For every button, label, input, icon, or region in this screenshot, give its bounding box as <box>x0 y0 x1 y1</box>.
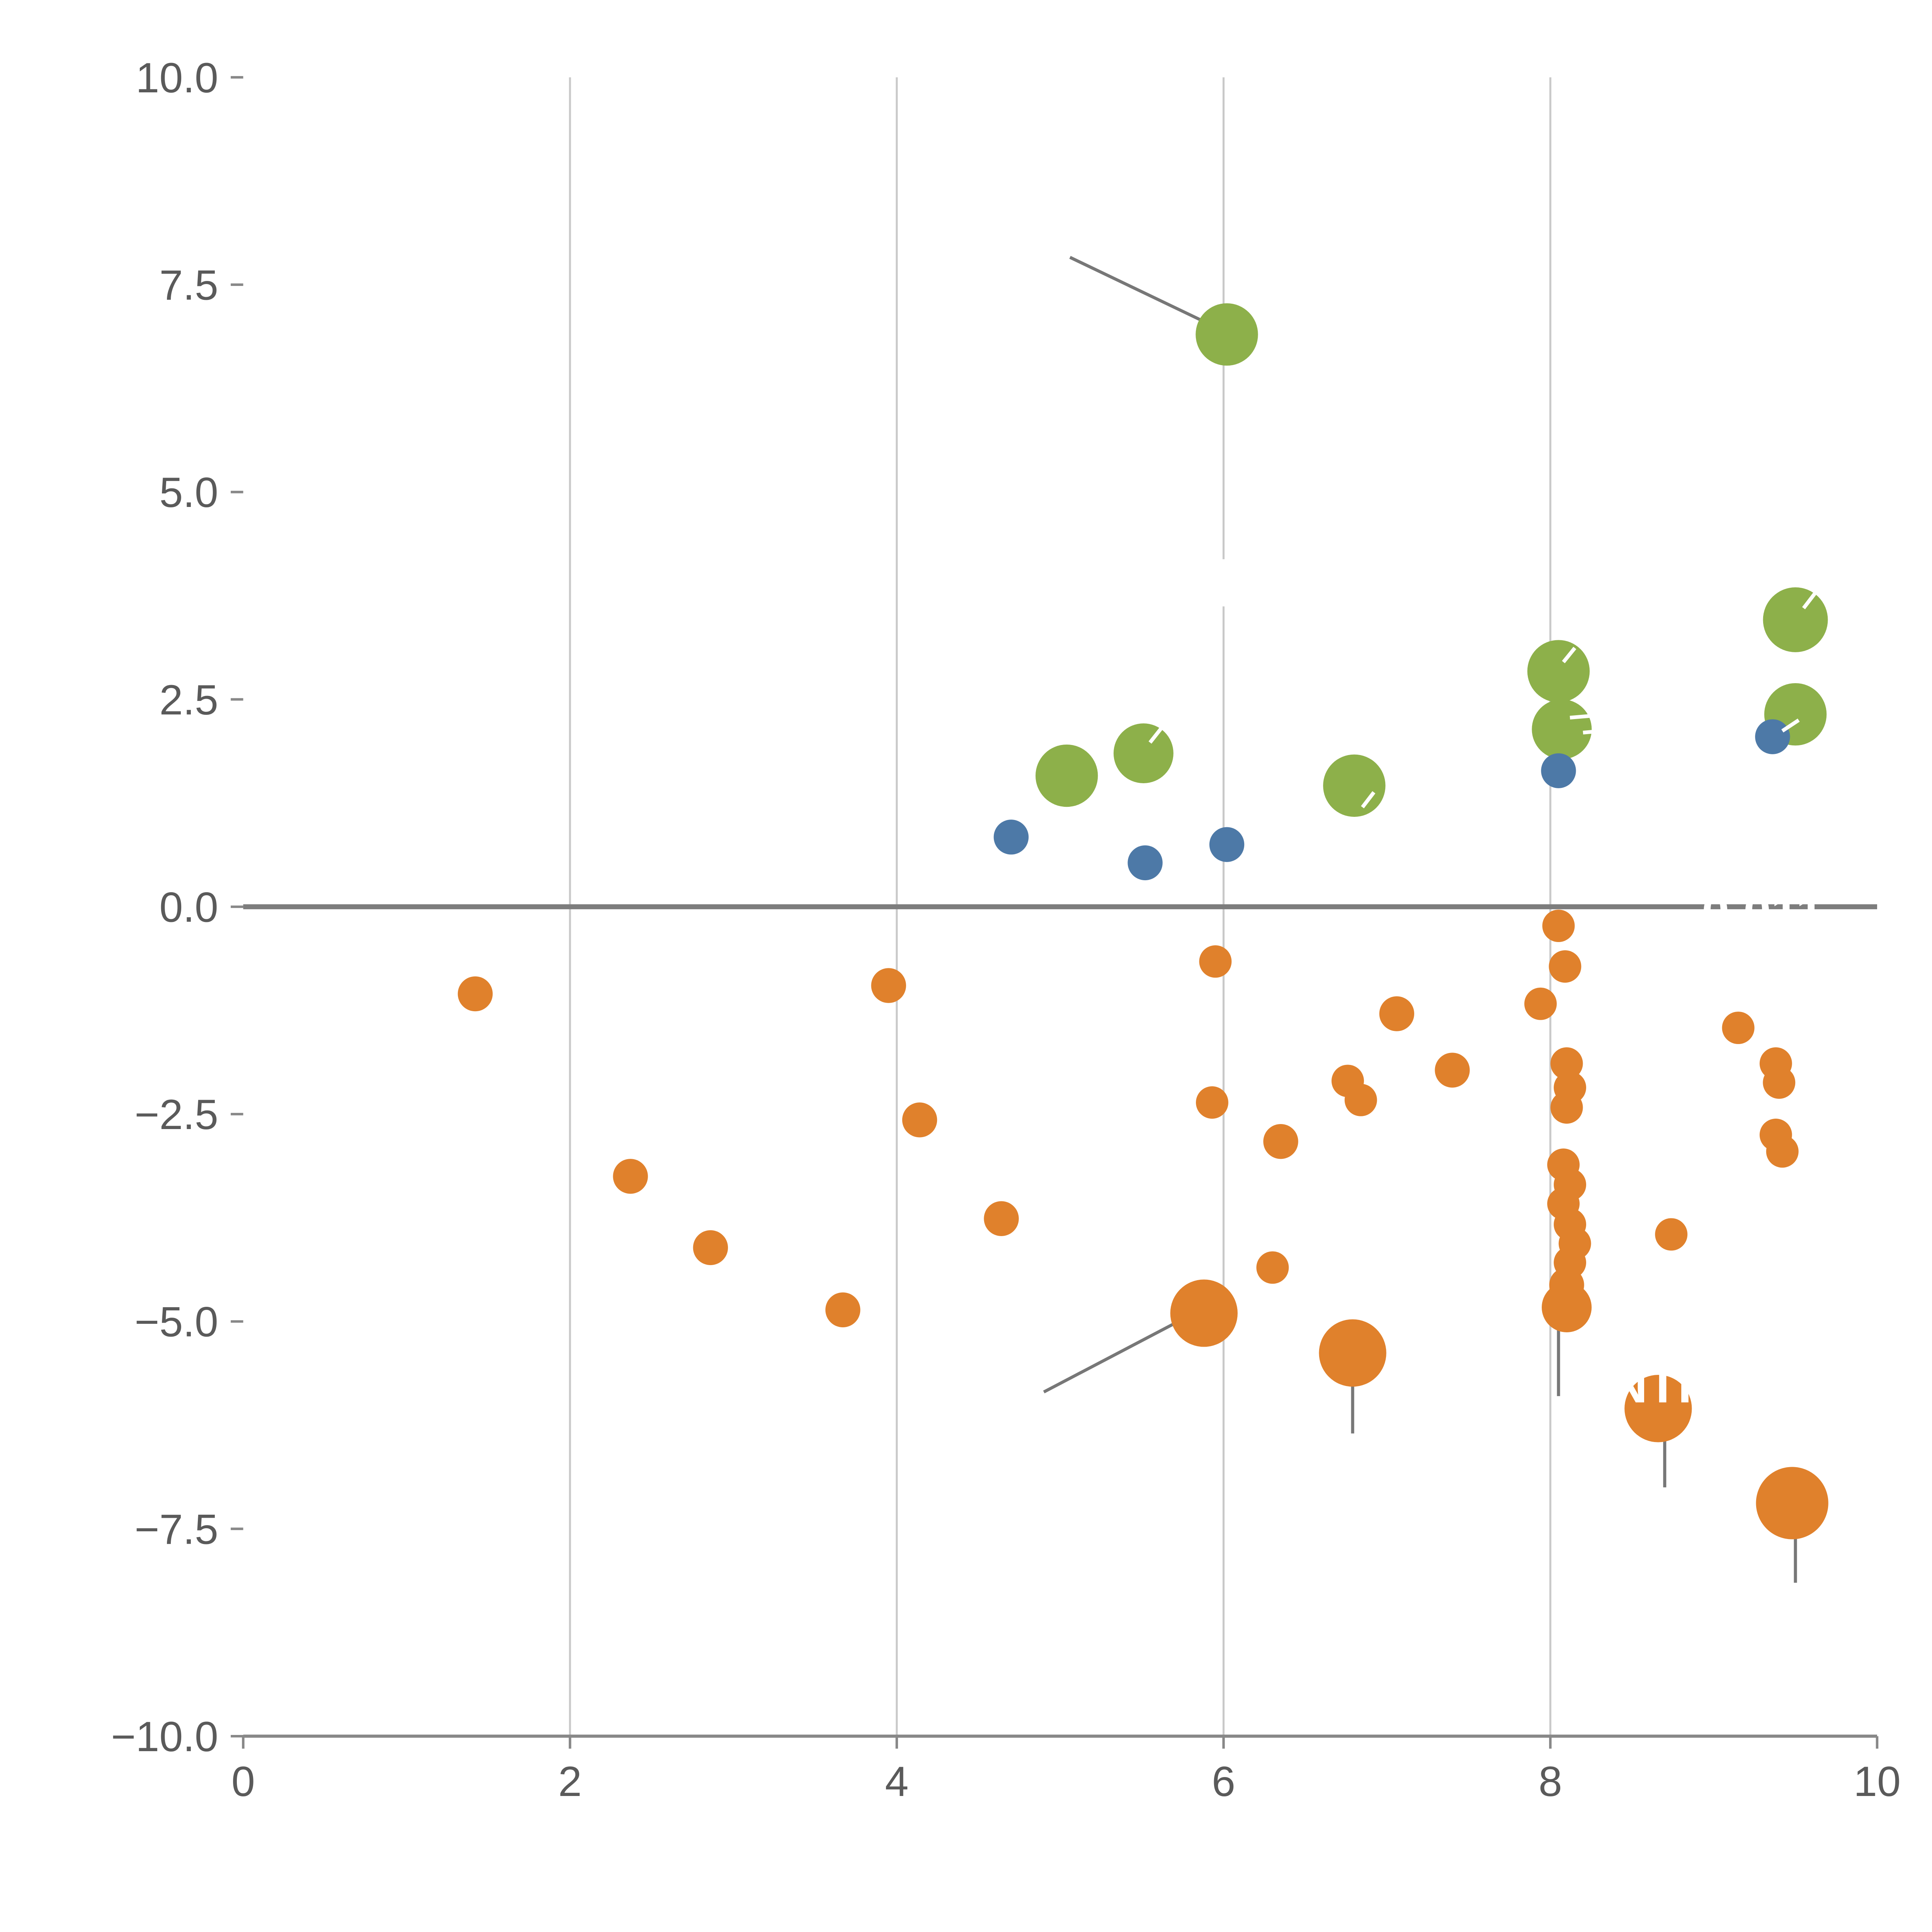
bubble-orange <box>1655 1218 1688 1251</box>
bubble-green <box>1763 587 1828 652</box>
bubble-orange <box>1550 1091 1583 1124</box>
bubble-orange <box>1524 987 1557 1020</box>
leader-line <box>1043 1311 1195 1393</box>
x-tick-label: 2 <box>558 1758 582 1805</box>
bubble-green <box>1113 723 1173 784</box>
bubble-green <box>1196 303 1258 366</box>
y-tick-label: −5.0 <box>134 1299 218 1346</box>
bubble-orange <box>1550 1047 1583 1080</box>
bubble-tick-mark <box>1562 646 1577 663</box>
bubble-orange <box>1170 1279 1238 1347</box>
bubble-orange <box>1542 910 1575 942</box>
annotation-label: 0.011 <box>1702 885 1824 940</box>
bubble-orange <box>1196 1086 1228 1119</box>
bubble-tick-mark <box>1370 815 1388 822</box>
bubble-tick-mark <box>1781 718 1800 733</box>
x-tick-label: 4 <box>885 1758 908 1805</box>
bubble-orange <box>1256 1251 1289 1284</box>
x-tick-label: 6 <box>1212 1758 1235 1805</box>
leader-line <box>1069 256 1216 328</box>
bubble-tick-mark <box>1570 714 1590 720</box>
bubble-green <box>1532 699 1592 759</box>
bubble-tick-mark <box>1361 791 1376 809</box>
bubble-green <box>1527 640 1590 702</box>
annotation-label: NTI <box>1611 1357 1692 1413</box>
bubble-orange <box>1379 996 1414 1031</box>
y-tick-label: −2.5 <box>134 1091 218 1138</box>
x-tick-label: 0 <box>231 1758 255 1805</box>
bubble-orange <box>457 976 493 1012</box>
bubble-orange <box>693 1230 728 1265</box>
bubble-blue <box>1755 719 1790 754</box>
annotation-label: | <box>1215 551 1229 607</box>
y-tick-label: 5.0 <box>159 469 218 516</box>
bubble-orange <box>1319 1319 1386 1387</box>
y-tick-label: 2.5 <box>159 677 218 724</box>
y-tick-label: 7.5 <box>159 262 218 309</box>
bubble-green <box>1035 744 1098 807</box>
bubble-green <box>1323 754 1386 817</box>
bubble-orange <box>871 968 906 1003</box>
bubble-tick-mark <box>1148 724 1165 744</box>
x-tick-label: 8 <box>1539 1758 1562 1805</box>
bubble-orange <box>1541 1282 1592 1333</box>
bubble-orange <box>902 1102 937 1138</box>
x-tick-label: 10 <box>1854 1758 1901 1805</box>
bubble-blue <box>1541 753 1576 788</box>
bubble-orange <box>1756 1467 1828 1539</box>
bubble-orange <box>1263 1124 1298 1159</box>
y-tick-label: −10.0 <box>111 1713 218 1760</box>
bubble-orange <box>1763 1066 1796 1099</box>
bubble-orange <box>613 1159 648 1194</box>
y-tick-label: 10.0 <box>136 54 218 102</box>
bubble-orange <box>1549 950 1582 983</box>
bubble-blue <box>1128 845 1163 881</box>
bubble-orange <box>1435 1053 1470 1088</box>
bubble-orange <box>825 1292 861 1328</box>
bubble-orange <box>1344 1083 1377 1116</box>
y-tick-label: −7.5 <box>134 1506 218 1553</box>
bubble-blue <box>1209 827 1245 862</box>
bubble-orange <box>1624 1375 1692 1442</box>
bubble-orange <box>1199 945 1232 978</box>
bubble-orange <box>1722 1012 1755 1044</box>
y-tick-label: 0.0 <box>159 884 218 931</box>
bubble-tick-mark <box>1802 592 1817 609</box>
bubble-blue <box>993 820 1029 855</box>
bubble-orange <box>1766 1135 1799 1168</box>
bubble-orange <box>984 1201 1019 1236</box>
bubble-tick-mark <box>1583 729 1603 735</box>
